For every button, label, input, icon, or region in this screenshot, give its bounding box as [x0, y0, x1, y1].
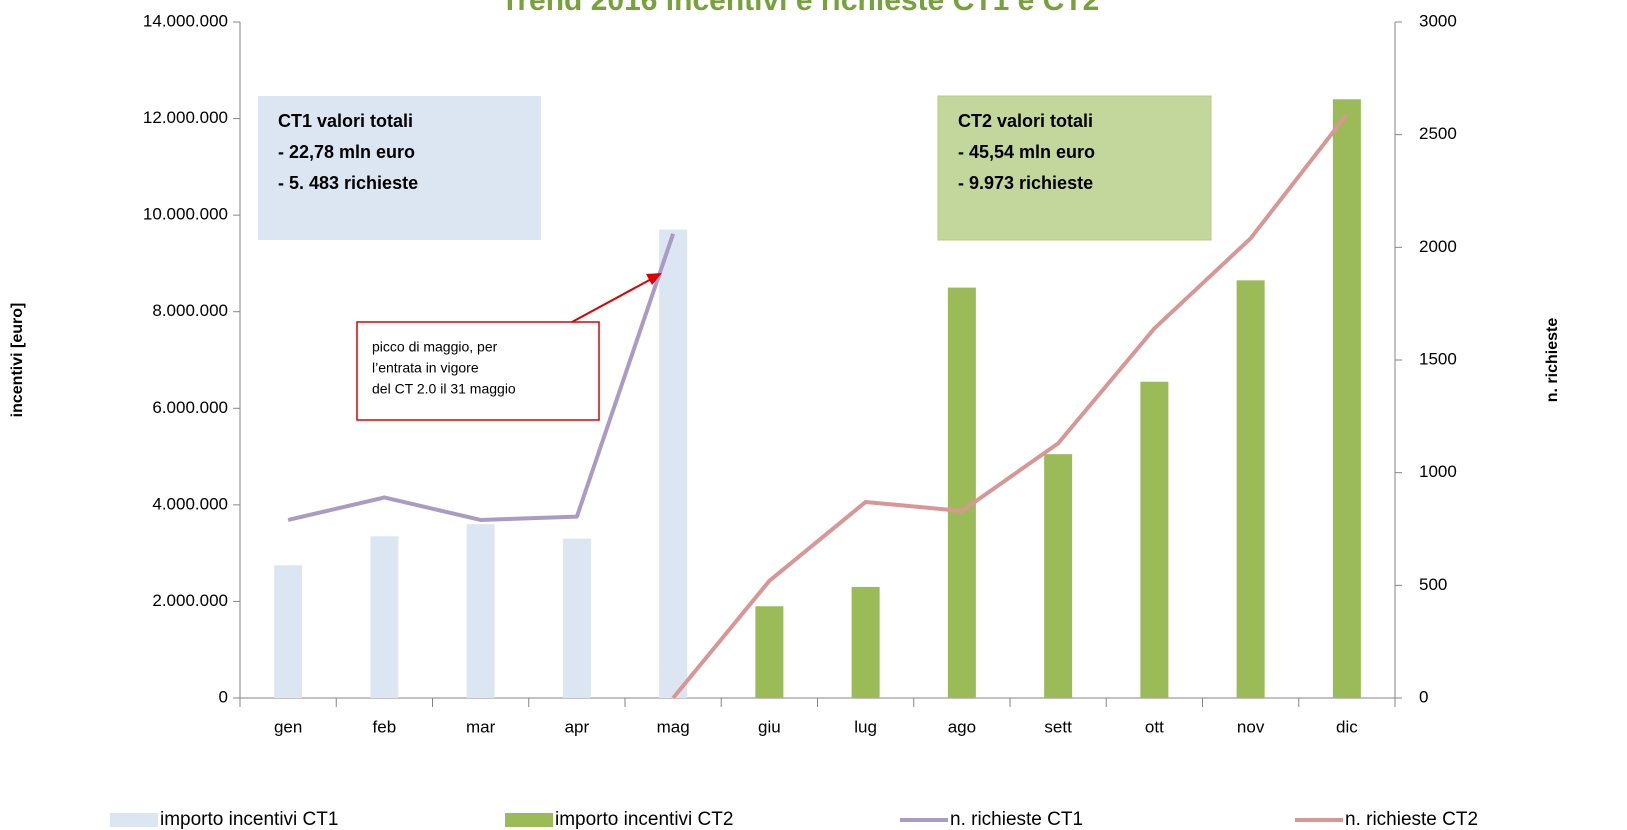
y2-tick-label: 0 [1419, 687, 1428, 706]
annotation-text: - 9.973 richieste [958, 173, 1093, 193]
bar [1140, 381, 1169, 698]
y-tick-label: 8.000.000 [152, 301, 228, 320]
legend-swatch [110, 813, 158, 827]
x-tick-label: feb [373, 717, 397, 736]
x-tick-label: mar [466, 717, 496, 736]
bar [466, 524, 495, 698]
y-tick-label: 0 [219, 687, 228, 706]
x-tick-label: ott [1145, 717, 1164, 736]
y2-tick-label: 3000 [1419, 11, 1457, 30]
x-tick-label: gen [274, 717, 302, 736]
y-tick-label: 2.000.000 [152, 591, 228, 610]
ct2-total-box [937, 95, 1212, 241]
y2-tick-label: 2000 [1419, 237, 1457, 256]
bar [1044, 454, 1073, 698]
y2-tick-label: 500 [1419, 575, 1447, 594]
annotation-text: del CT 2.0 il 31 maggio [372, 381, 516, 397]
bar [370, 536, 399, 698]
y-tick-label: 12.000.000 [143, 108, 228, 127]
bar [1332, 99, 1361, 698]
x-tick-label: dic [1336, 717, 1358, 736]
annotation-text: picco di maggio, per [372, 339, 498, 355]
line [287, 233, 676, 522]
annotation-text: CT1 valori totali [278, 111, 413, 131]
x-tick-label: giu [758, 717, 781, 736]
x-tick-label: ago [948, 717, 976, 736]
annotation-text: - 22,78 mln euro [278, 142, 415, 162]
bar [755, 606, 784, 698]
y-tick-label: 4.000.000 [152, 494, 228, 513]
line [671, 113, 1349, 700]
annotation-text: l’entrata in vigore [372, 360, 479, 376]
bar [274, 565, 303, 698]
arrow-head [646, 273, 662, 285]
bar [659, 229, 688, 698]
annotation-text: - 45,54 mln euro [958, 142, 1095, 162]
bar [851, 586, 880, 698]
legend-label: importo incentivi CT2 [555, 809, 733, 830]
bar [1236, 280, 1265, 698]
x-tick-label: nov [1237, 717, 1265, 736]
note-box [356, 321, 600, 421]
y-axis-label: incentivi [euro] [9, 303, 26, 418]
x-tick-label: mag [657, 717, 690, 736]
y2-tick-label: 2500 [1419, 124, 1457, 143]
x-tick-label: apr [565, 717, 590, 736]
x-tick-label: lug [854, 717, 877, 736]
y-tick-label: 10.000.000 [143, 205, 228, 224]
y-tick-label: 6.000.000 [152, 398, 228, 417]
ct1-total-box [258, 96, 541, 240]
y-tick-label: 14.000.000 [143, 11, 228, 30]
y2-axis-label: n. richieste [1544, 318, 1561, 403]
y2-tick-label: 1000 [1419, 462, 1457, 481]
legend-label: importo incentivi CT1 [160, 809, 338, 830]
y2-tick-label: 1500 [1419, 349, 1457, 368]
x-tick-label: sett [1044, 717, 1072, 736]
legend-label: n. richieste CT1 [950, 809, 1083, 830]
bar [562, 538, 591, 698]
bar [947, 287, 976, 698]
chart-title: Trend 2016 incentivi e richieste CT1 e C… [501, 0, 1100, 17]
legend-swatch [505, 813, 553, 827]
annotation-text: CT2 valori totali [958, 111, 1093, 131]
legend-label: n. richieste CT2 [1345, 809, 1478, 830]
arrow [571, 276, 656, 323]
annotation-text: - 5. 483 richieste [278, 173, 418, 193]
